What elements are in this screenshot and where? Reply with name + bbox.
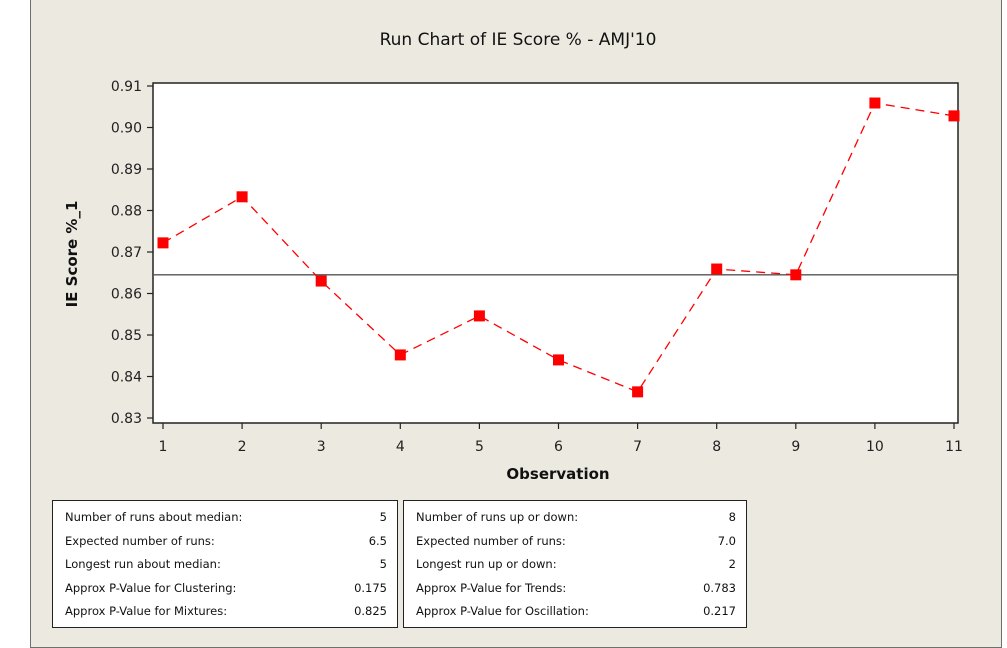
stats-row: Approx P-Value for Trends: 0.783 xyxy=(416,577,736,601)
stat-value: 0.783 xyxy=(703,580,736,595)
data-point-marker xyxy=(553,354,564,366)
y-tick-label: 0.84 xyxy=(111,370,142,386)
stat-value: 2 xyxy=(728,557,736,571)
data-line xyxy=(162,102,955,393)
x-tick-label: 9 xyxy=(791,439,800,455)
data-point-marker xyxy=(632,386,644,398)
stat-label: Approx P-Value for Trends: xyxy=(416,580,567,595)
plot-area xyxy=(152,82,959,424)
data-point-marker xyxy=(157,237,169,249)
data-point-marker xyxy=(869,97,881,109)
y-axis: 0.91 0.90 0.89 0.88 0.87 0.86 0.85 0.84 0.83 xyxy=(111,79,153,427)
data-point-marker xyxy=(315,275,327,287)
y-tick-label: 0.89 xyxy=(111,162,142,178)
stats-row: Longest run up or down: 2 xyxy=(416,553,736,577)
stat-label: Expected number of runs: xyxy=(65,533,215,548)
x-tick-label: 11 xyxy=(945,439,963,455)
data-point-marker xyxy=(236,191,248,203)
x-tick-label: 10 xyxy=(866,439,884,455)
stats-box-updown: Number of runs up or down: 8 Expected num… xyxy=(403,500,747,628)
stat-label: Expected number of runs: xyxy=(416,533,566,548)
x-axis: 1 2 3 4 5 6 7 8 9 10 11 xyxy=(159,423,963,455)
data-point-marker xyxy=(711,263,723,275)
chart-title: Run Chart of IE Score % - AMJ'10 xyxy=(379,30,657,50)
x-tick-label: 8 xyxy=(712,439,721,455)
data-point-marker xyxy=(790,269,802,281)
y-tick-label: 0.91 xyxy=(111,79,142,95)
data-point-marker xyxy=(473,310,485,322)
stat-value: 8 xyxy=(728,510,736,524)
x-tick-label: 4 xyxy=(396,439,405,455)
x-tick-label: 3 xyxy=(317,439,326,455)
stats-row: Expected number of runs: 6.5 xyxy=(65,530,387,554)
data-point-marker xyxy=(394,349,406,361)
stat-label: Longest run up or down: xyxy=(416,557,557,571)
stats-row: Approx P-Value for Clustering: 0.175 xyxy=(65,577,387,601)
stat-value: 6.5 xyxy=(368,533,387,548)
stats-row: Expected number of runs: 7.0 xyxy=(416,530,736,554)
stat-value: 0.217 xyxy=(703,604,736,618)
x-tick-label: 6 xyxy=(554,439,563,455)
x-tick-label: 2 xyxy=(238,439,247,455)
x-tick-label: 5 xyxy=(475,439,484,455)
data-point-marker xyxy=(948,110,960,122)
stat-value: 0.825 xyxy=(354,604,387,618)
stat-value: 5 xyxy=(379,510,387,524)
y-tick-label: 0.88 xyxy=(111,204,142,220)
stats-box-median: Number of runs about median: 5 Expected n… xyxy=(52,500,398,628)
stat-label: Longest run about median: xyxy=(65,557,221,571)
y-tick-label: 0.86 xyxy=(111,287,142,303)
y-axis-label: IE Score %_1 xyxy=(63,201,81,308)
y-tick-label: 0.85 xyxy=(111,328,142,344)
stat-label: Approx P-Value for Clustering: xyxy=(65,580,237,595)
data-markers xyxy=(157,97,960,398)
x-tick-label: 7 xyxy=(633,439,642,455)
y-tick-label: 0.90 xyxy=(111,121,142,137)
stat-label: Number of runs about median: xyxy=(65,510,243,524)
stat-value: 7.0 xyxy=(717,533,736,548)
y-tick-label: 0.83 xyxy=(111,411,142,427)
x-tick-label: 1 xyxy=(159,439,168,455)
stats-row: Number of runs about median: 5 xyxy=(65,506,387,530)
stats-row: Approx P-Value for Oscillation: 0.217 xyxy=(416,600,736,624)
stat-label: Approx P-Value for Oscillation: xyxy=(416,604,589,618)
x-axis-label: Observation xyxy=(506,465,609,483)
stats-row: Longest run about median: 5 xyxy=(65,553,387,577)
stat-value: 5 xyxy=(379,557,387,571)
stat-value: 0.175 xyxy=(354,580,387,595)
y-tick-label: 0.87 xyxy=(111,245,142,261)
stat-label: Approx P-Value for Mixtures: xyxy=(65,604,228,618)
stats-row: Approx P-Value for Mixtures: 0.825 xyxy=(65,600,387,624)
stat-label: Number of runs up or down: xyxy=(416,510,579,524)
stats-row: Number of runs up or down: 8 xyxy=(416,506,736,530)
